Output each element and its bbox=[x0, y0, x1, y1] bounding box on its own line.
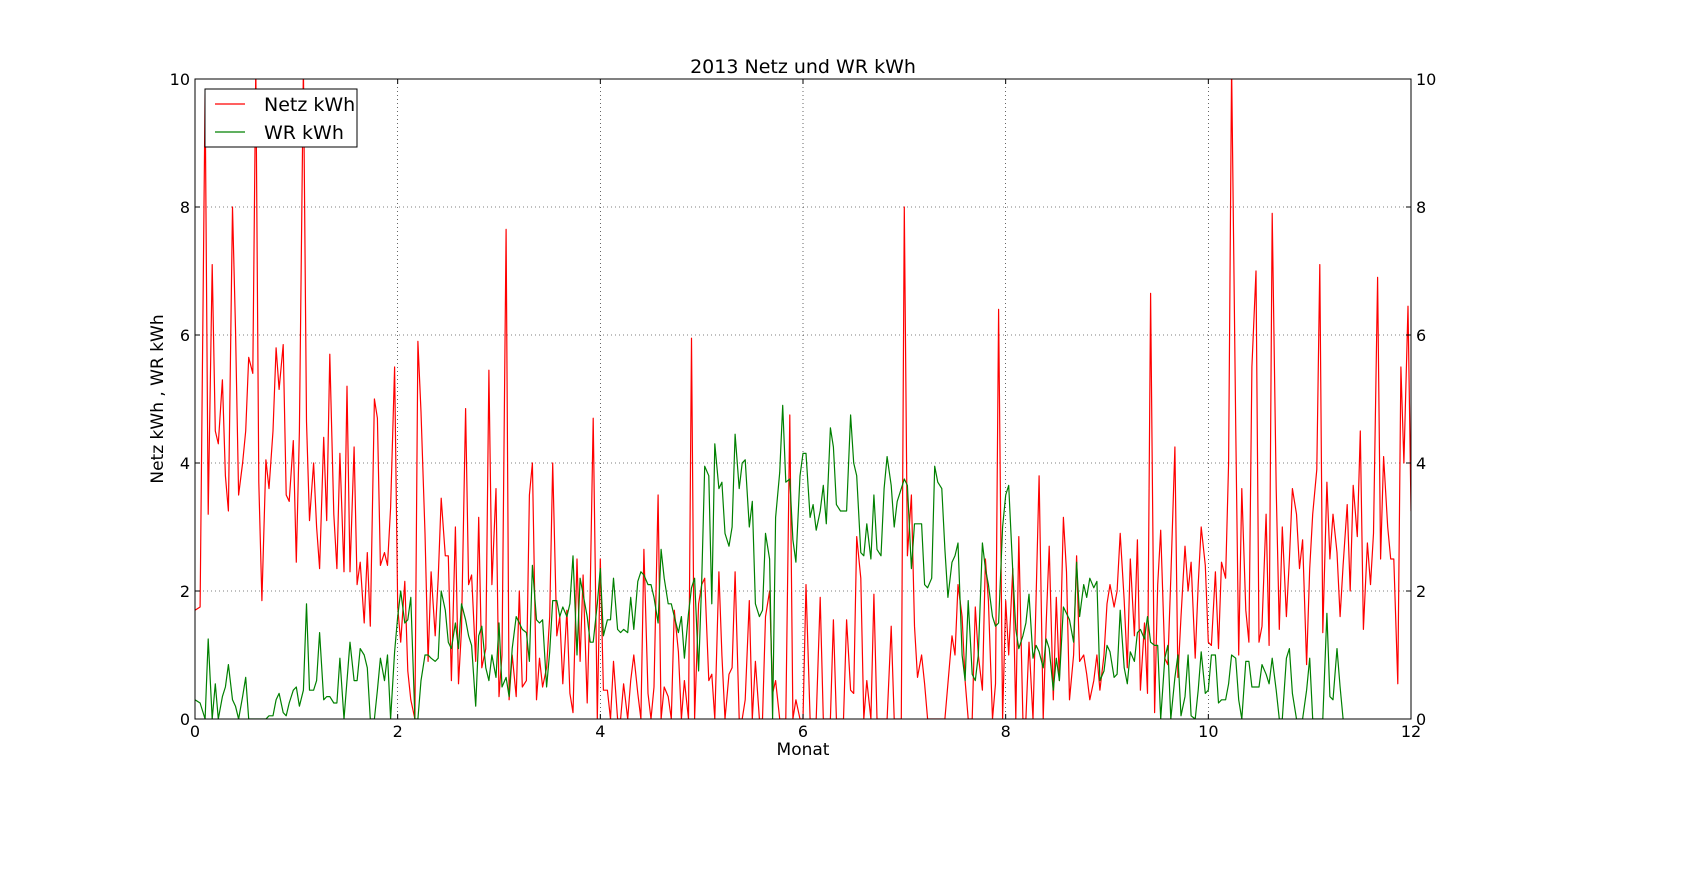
y-tick-label-right: 8 bbox=[1416, 198, 1426, 217]
legend: Netz kWh WR kWh bbox=[204, 88, 358, 148]
x-tick-label: 8 bbox=[1001, 722, 1011, 741]
x-tick-label: 2 bbox=[393, 722, 403, 741]
y-tick-label-left: 2 bbox=[180, 582, 190, 601]
legend-label-wr: WR kWh bbox=[264, 122, 344, 144]
y-tick-label-right: 2 bbox=[1416, 582, 1426, 601]
legend-label-netz: Netz kWh bbox=[264, 94, 355, 116]
axis-ticks: 0 2 4 6 8 10 120 02 24 46 68 810 10 bbox=[170, 70, 1437, 741]
series-layer bbox=[195, 79, 1411, 719]
y-tick-label-right: 10 bbox=[1416, 70, 1436, 89]
x-tick-label: 4 bbox=[595, 722, 605, 741]
x-tick-label: 6 bbox=[798, 722, 808, 741]
y-tick-label-left: 8 bbox=[180, 198, 190, 217]
legend-box bbox=[204, 88, 358, 148]
y-axis-label: Netz kWh , WR kWh bbox=[148, 314, 168, 483]
x-tick-label: 10 bbox=[1198, 722, 1218, 741]
series-line-netz bbox=[195, 79, 1411, 719]
series-line-wr bbox=[195, 404, 1344, 719]
x-tick-label: 12 bbox=[1401, 722, 1421, 741]
y-tick-label-left: 10 bbox=[170, 70, 190, 89]
y-tick-label-right: 0 bbox=[1416, 710, 1426, 729]
y-tick-label-left: 4 bbox=[180, 454, 190, 473]
y-tick-label-right: 6 bbox=[1416, 326, 1426, 345]
x-axis-label: Monat bbox=[777, 740, 830, 760]
x-tick-label: 0 bbox=[190, 722, 200, 741]
y-tick-label-right: 4 bbox=[1416, 454, 1426, 473]
y-tick-label-left: 6 bbox=[180, 326, 190, 345]
chart-title: 2013 Netz und WR kWh bbox=[690, 56, 916, 78]
y-tick-label-left: 0 bbox=[180, 710, 190, 729]
